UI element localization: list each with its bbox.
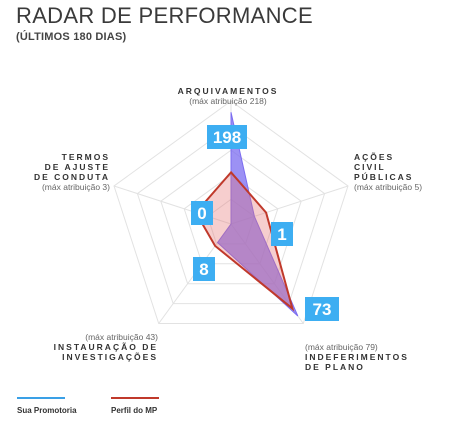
value-label: 1 xyxy=(277,225,286,244)
axis-name-line: DE CONDUTA xyxy=(34,172,110,182)
value-label: 8 xyxy=(199,260,208,279)
value-badge xyxy=(191,201,213,225)
axis-note: (máx atribuição 79) xyxy=(305,342,378,352)
grid-ring xyxy=(136,124,326,305)
grid-ring xyxy=(113,100,349,325)
axis-name-line: INDEFERIMENTOS xyxy=(305,352,409,362)
axis-name-line: DE PLANO xyxy=(305,362,365,372)
axis-name-line: PÚBLICAS xyxy=(354,171,413,182)
legend-swatch-sua-promotoria xyxy=(17,397,65,399)
value-label: 198 xyxy=(213,128,241,147)
axis-name-line: INVESTIGAÇÕES xyxy=(62,352,158,362)
axis-name-line: ARQUIVAMENTOS xyxy=(178,86,279,96)
chart-subtitle: (ÚLTIMOS 180 DIAS) xyxy=(16,31,127,43)
axis-name-line: CIVIL xyxy=(354,162,386,172)
value-badge xyxy=(207,125,247,149)
grid-ring xyxy=(160,149,302,285)
axis-name-line: DE AJUSTE xyxy=(45,162,110,172)
axis-note: (máx atribuição 218) xyxy=(189,96,267,106)
axis-name-line: AÇÕES xyxy=(354,152,394,162)
axis-note: (máx atribuição 43) xyxy=(85,332,158,342)
value-label: 0 xyxy=(197,204,206,223)
value-label: 73 xyxy=(313,300,332,319)
value-badge xyxy=(305,297,339,321)
value-badge xyxy=(193,257,215,281)
axis-name-line: TERMOS xyxy=(62,152,110,162)
axis-note: (máx atribuição 5) xyxy=(354,182,422,192)
legend-label-perfil-mp: Perfil do MP xyxy=(111,406,158,415)
legend-label-sua-promotoria: Sua Promotoria xyxy=(17,406,77,415)
value-badge xyxy=(271,222,293,246)
axis-note: (máx atribuição 3) xyxy=(42,182,110,192)
axis-name-line: INSTAURAÇÃO DE xyxy=(54,342,158,352)
chart-title: RADAR DE PERFORMANCE xyxy=(16,3,313,28)
legend-swatch-perfil-mp xyxy=(111,397,159,399)
